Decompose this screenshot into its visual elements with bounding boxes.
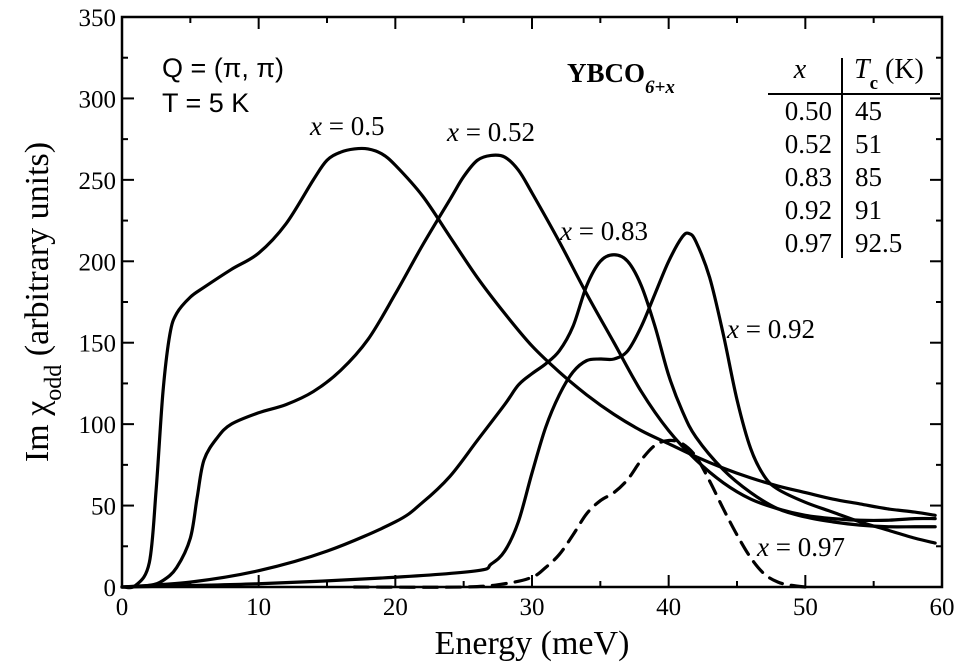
series-line-3	[120, 231, 937, 589]
curve-label-x097: x = 0.97	[756, 532, 845, 562]
table-cell-x: 0.92	[785, 195, 832, 225]
x-tick-label: 40	[656, 594, 681, 621]
x-tick-label: 60	[930, 594, 955, 621]
table-cell-x: 0.52	[785, 129, 832, 159]
table-cell-x: 0.83	[785, 162, 832, 192]
y-tick-label: 100	[79, 412, 117, 439]
curves	[120, 146, 937, 590]
table-rows: 0.50 45 0.52 51 0.83 85 0.92 91 0.97 92.5	[785, 96, 903, 258]
x-axis-title: Energy (meV)	[435, 625, 630, 662]
curve-label-x050: x = 0.5	[309, 111, 384, 141]
x-tick-label: 10	[246, 594, 271, 621]
table-cell-tc: 91	[855, 195, 882, 225]
curve-label-x083: x = 0.83	[559, 216, 648, 246]
table-cell-x: 0.50	[785, 96, 832, 126]
x-tick-label: 20	[383, 594, 408, 621]
y-tick-label: 200	[79, 249, 117, 276]
y-tick-label: 350	[79, 5, 117, 32]
curve-label-x052: x = 0.52	[446, 117, 535, 147]
series-line-2	[120, 253, 937, 589]
q-vector-label: Q = (π, π)	[162, 53, 284, 83]
y-axis-title: Im χodd (arbitrary units)	[19, 142, 67, 462]
x-tick-label: 50	[793, 594, 818, 621]
y-tick-label: 250	[79, 168, 117, 195]
table-header-tc: Tc (K)	[854, 54, 924, 94]
x-tick-label: 30	[520, 594, 545, 621]
table-cell-tc: 85	[855, 162, 882, 192]
temperature-label: T = 5 K	[162, 88, 249, 118]
curve-labels: x = 0.5 x = 0.52 x = 0.83 x = 0.92 x = 0…	[309, 111, 845, 562]
x-tick-label: 0	[116, 594, 129, 621]
y-tick-label: 0	[104, 575, 117, 602]
table-cell-tc: 92.5	[855, 228, 902, 258]
y-tick-label: 300	[79, 86, 117, 113]
curve-label-x092: x = 0.92	[726, 314, 815, 344]
tc-table: x Tc (K) 0.50 45 0.52 51 0.83 85 0.92 91 0.97 92.…	[768, 54, 940, 258]
table-cell-tc: 51	[855, 129, 882, 159]
axis-tick-labels: 0 10 20 30 40 50 60 0 50 100 150 200 250 300 350	[79, 5, 955, 621]
table-header-x: x	[793, 54, 807, 85]
compound-label: YBCO6+x	[567, 58, 675, 98]
table-cell-tc: 45	[855, 96, 882, 126]
table-cell-x: 0.97	[785, 228, 832, 258]
axis-ticks	[121, 16, 943, 588]
series-line-4	[352, 438, 807, 589]
y-tick-label: 50	[91, 494, 116, 521]
y-tick-label: 150	[79, 331, 117, 358]
